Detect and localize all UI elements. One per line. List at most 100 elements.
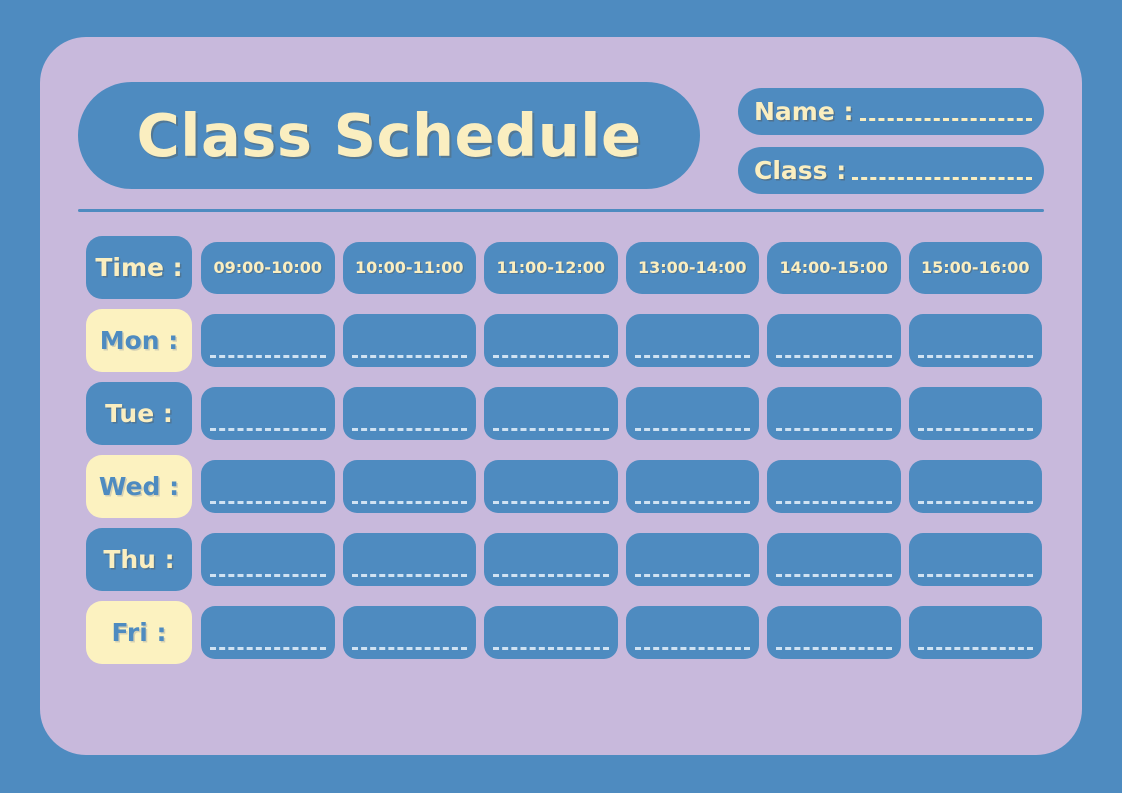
cell-writeline [776,428,892,431]
day-label-thu: Thu : [86,528,192,591]
schedule-panel: Class Schedule Name : Class : Time : 09:… [40,37,1082,755]
schedule-cell[interactable] [767,606,901,659]
schedule-cell[interactable] [484,314,618,367]
cell-writeline [776,647,892,650]
day-cells-mon [201,309,1042,372]
schedule-cell[interactable] [908,533,1042,586]
cell-writeline [351,501,467,504]
schedule-cell[interactable] [908,314,1042,367]
schedule-cell[interactable] [484,606,618,659]
cell-writeline [634,428,750,431]
schedule-cell[interactable] [625,314,759,367]
cell-writeline [776,501,892,504]
day-label-text: Mon : [99,326,179,355]
class-field-label: Class : [754,156,847,185]
time-slot-header: 13:00-14:00 [625,241,759,294]
name-field[interactable]: Name : [738,88,1044,135]
time-header-cells: 09:00-10:00 10:00-11:00 11:00-12:00 13:0… [201,236,1042,299]
day-cells-thu [201,528,1042,591]
cell-writeline [210,647,326,650]
cell-writeline [210,574,326,577]
cell-writeline [351,574,467,577]
cell-writeline [634,501,750,504]
page-title: Class Schedule [136,101,642,170]
cell-writeline [917,428,1033,431]
cell-writeline [210,428,326,431]
schedule-cell[interactable] [908,387,1042,440]
cell-writeline [493,501,609,504]
cell-writeline [493,647,609,650]
schedule-cell[interactable] [201,387,335,440]
day-label-mon: Mon : [86,309,192,372]
cell-writeline [776,574,892,577]
time-slot-header: 09:00-10:00 [201,241,335,294]
class-field-writeline[interactable] [852,177,1032,180]
time-slot-header: 11:00-12:00 [484,241,618,294]
schedule-cell[interactable] [201,460,335,513]
schedule-cell[interactable] [484,387,618,440]
name-field-label: Name : [754,97,854,126]
cell-writeline [634,574,750,577]
cell-writeline [493,428,609,431]
time-slot-header: 10:00-11:00 [342,241,476,294]
schedule-cell[interactable] [342,533,476,586]
day-cells-tue [201,382,1042,445]
day-cells-fri [201,601,1042,664]
cell-writeline [351,428,467,431]
schedule-cell[interactable] [484,460,618,513]
schedule-cell[interactable] [201,606,335,659]
cell-writeline [634,355,750,358]
cell-writeline [634,647,750,650]
schedule-cell[interactable] [908,606,1042,659]
schedule-cell[interactable] [767,533,901,586]
cell-writeline [493,574,609,577]
schedule-cell[interactable] [767,460,901,513]
header: Class Schedule Name : Class : [78,82,1044,202]
day-row-fri: Fri : [86,601,1042,664]
time-header-row: Time : 09:00-10:00 10:00-11:00 11:00-12:… [86,236,1042,299]
time-label-text: Time : [95,253,183,282]
cell-writeline [210,501,326,504]
cell-writeline [917,501,1033,504]
day-row-mon: Mon : [86,309,1042,372]
cell-writeline [917,647,1033,650]
schedule-cell[interactable] [625,606,759,659]
schedule-cell[interactable] [342,387,476,440]
schedule-cell[interactable] [625,533,759,586]
schedule-grid: Time : 09:00-10:00 10:00-11:00 11:00-12:… [86,236,1042,664]
schedule-cell[interactable] [767,387,901,440]
time-slot-header: 14:00-15:00 [767,241,901,294]
class-field[interactable]: Class : [738,147,1044,194]
day-label-wed: Wed : [86,455,192,518]
day-row-thu: Thu : [86,528,1042,591]
day-label-fri: Fri : [86,601,192,664]
day-row-wed: Wed : [86,455,1042,518]
title-pill: Class Schedule [78,82,700,189]
day-label-text: Wed : [98,472,180,501]
cell-writeline [493,355,609,358]
schedule-cell[interactable] [342,606,476,659]
schedule-cell[interactable] [342,314,476,367]
schedule-cell[interactable] [484,533,618,586]
schedule-cell[interactable] [625,460,759,513]
schedule-cell[interactable] [625,387,759,440]
schedule-cell[interactable] [908,460,1042,513]
schedule-cell[interactable] [342,460,476,513]
cell-writeline [210,355,326,358]
schedule-cell[interactable] [201,314,335,367]
day-label-text: Fri : [111,618,167,647]
time-label-cell: Time : [86,236,192,299]
schedule-cell[interactable] [767,314,901,367]
day-label-tue: Tue : [86,382,192,445]
day-label-text: Tue : [105,399,173,428]
cell-writeline [351,355,467,358]
cell-writeline [351,647,467,650]
header-divider [78,209,1044,212]
day-label-text: Thu : [103,545,175,574]
time-slot-header: 15:00-16:00 [908,241,1042,294]
day-row-tue: Tue : [86,382,1042,445]
cell-writeline [776,355,892,358]
name-field-writeline[interactable] [859,118,1032,121]
cell-writeline [917,355,1033,358]
schedule-cell[interactable] [201,533,335,586]
